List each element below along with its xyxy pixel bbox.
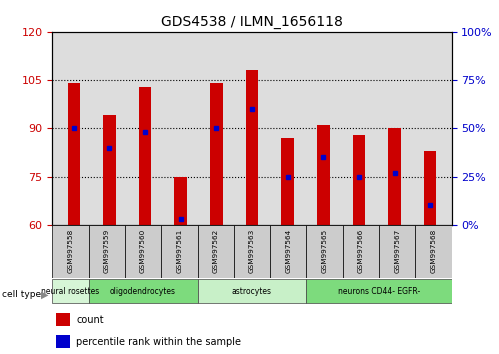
Bar [139,86,151,225]
Text: GSM997563: GSM997563 [249,229,255,273]
Bar [56,313,70,326]
Bar [210,83,223,225]
Text: GSM997566: GSM997566 [358,229,364,273]
Text: GSM997564: GSM997564 [285,229,291,273]
Bar [424,151,437,225]
Bar [125,225,161,278]
Bar [306,279,452,303]
Bar [89,225,125,278]
Text: astrocytes: astrocytes [232,287,272,296]
Bar [415,225,452,278]
Text: GSM997558: GSM997558 [67,229,73,273]
Bar [56,335,70,348]
Text: GSM997562: GSM997562 [213,229,219,273]
Bar [379,225,415,278]
Bar [89,279,198,303]
Bar [198,279,306,303]
Text: GSM997560: GSM997560 [140,229,146,273]
Bar [52,279,89,303]
Bar [52,225,89,278]
Bar [103,115,116,225]
Bar [388,128,401,225]
Bar [270,225,306,278]
Bar [317,125,329,225]
Text: oligodendrocytes: oligodendrocytes [110,287,176,296]
Text: GSM997559: GSM997559 [104,229,110,273]
Bar [67,83,80,225]
Bar [281,138,294,225]
Text: GSM997565: GSM997565 [321,229,327,273]
Bar [306,225,343,278]
Text: percentile rank within the sample: percentile rank within the sample [76,337,242,347]
Bar [175,177,187,225]
Text: count: count [76,315,104,325]
Text: cell type: cell type [2,290,41,299]
Text: GSM997567: GSM997567 [394,229,400,273]
Bar [353,135,365,225]
Text: neurons CD44- EGFR-: neurons CD44- EGFR- [338,287,420,296]
Bar [161,225,198,278]
Text: neural rosettes: neural rosettes [41,287,100,296]
Bar [246,70,258,225]
Text: GSM997568: GSM997568 [431,229,437,273]
Bar [198,225,234,278]
Text: GSM997561: GSM997561 [177,229,183,273]
Bar [234,225,270,278]
Text: ▶: ▶ [41,290,48,300]
Title: GDS4538 / ILMN_1656118: GDS4538 / ILMN_1656118 [161,16,343,29]
Bar [343,225,379,278]
